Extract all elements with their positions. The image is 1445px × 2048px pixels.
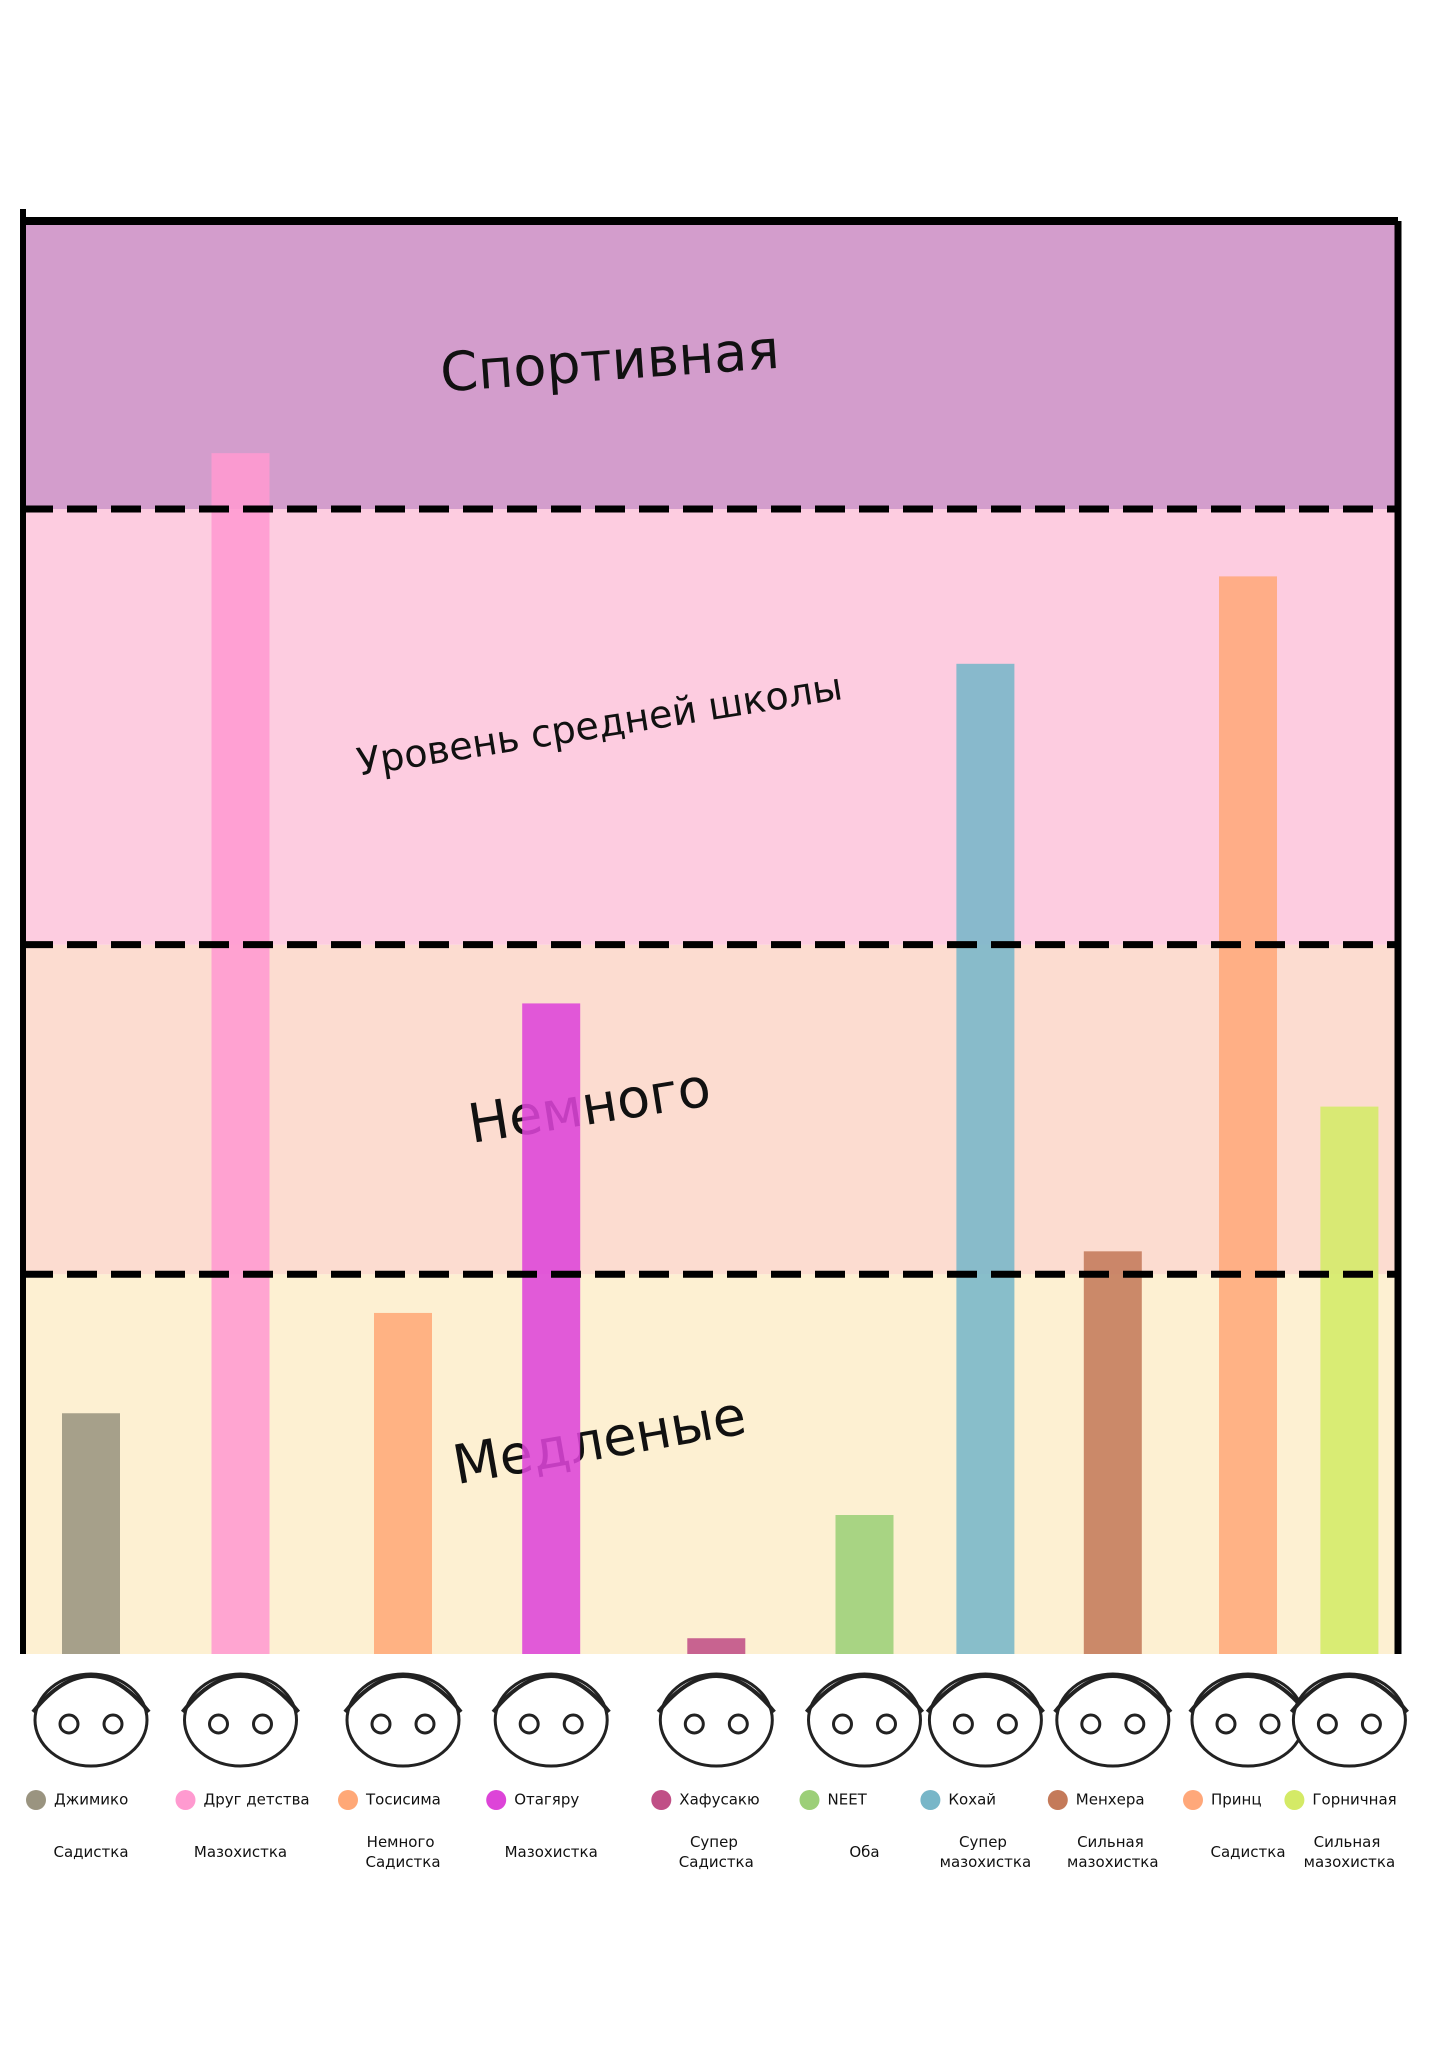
legend-name: Менхера bbox=[1076, 1791, 1145, 1809]
face-eye bbox=[58, 1713, 80, 1735]
legend-description: Мазохистка bbox=[194, 1843, 287, 1861]
legend-description: Оба bbox=[849, 1843, 879, 1861]
face-hair bbox=[31, 1674, 151, 1714]
face-icon bbox=[33, 1672, 149, 1768]
legend-name: Друг детства bbox=[204, 1791, 310, 1809]
bar bbox=[522, 1003, 581, 1654]
legend-dot bbox=[26, 1790, 46, 1810]
face-icon bbox=[1055, 1672, 1171, 1768]
face-icon bbox=[807, 1672, 922, 1768]
legend-dot bbox=[1183, 1790, 1203, 1810]
bar bbox=[687, 1638, 746, 1654]
face-eye bbox=[952, 1713, 974, 1735]
face-hair bbox=[804, 1674, 925, 1714]
face-eye bbox=[1124, 1713, 1146, 1735]
face-eye bbox=[683, 1713, 705, 1735]
face-icon bbox=[493, 1672, 609, 1768]
face-hair bbox=[343, 1674, 463, 1714]
face-eye bbox=[727, 1713, 749, 1735]
bar bbox=[211, 453, 270, 1654]
legend-name: Принц bbox=[1211, 1791, 1262, 1809]
face-eye bbox=[370, 1713, 392, 1735]
legend-name: Хафусакю bbox=[679, 1791, 759, 1809]
face-icon bbox=[183, 1672, 298, 1768]
legend-name: Джимико bbox=[54, 1791, 128, 1809]
legend-name: Отагяру bbox=[514, 1791, 579, 1809]
face-eye bbox=[518, 1713, 540, 1735]
face-hair bbox=[1188, 1674, 1308, 1714]
legend-dot bbox=[1047, 1790, 1068, 1810]
bar bbox=[62, 1413, 120, 1654]
face-hair bbox=[1053, 1674, 1173, 1714]
bar bbox=[1083, 1251, 1142, 1654]
face-eye bbox=[876, 1713, 897, 1735]
face-icon bbox=[1190, 1672, 1306, 1768]
legend-dot bbox=[486, 1790, 507, 1810]
face-eye bbox=[1259, 1713, 1281, 1735]
face-hair bbox=[491, 1674, 611, 1714]
bar bbox=[1219, 576, 1277, 1654]
face-icon bbox=[658, 1672, 774, 1768]
bar bbox=[1320, 1106, 1379, 1654]
legend-description: Мазохистка bbox=[505, 1843, 598, 1861]
legend-name: Тосисима bbox=[365, 1791, 441, 1809]
face-eye bbox=[1360, 1713, 1382, 1735]
legend-dot bbox=[338, 1790, 358, 1810]
face-hair bbox=[180, 1674, 301, 1714]
legend-dot bbox=[175, 1790, 196, 1810]
face-eye bbox=[102, 1713, 124, 1735]
legend-description: Садистка bbox=[53, 1843, 128, 1861]
face-eye bbox=[1215, 1713, 1237, 1735]
face-eye bbox=[1316, 1713, 1338, 1735]
face-hair bbox=[1289, 1674, 1409, 1714]
legend-description: Сильная мазохистка bbox=[1304, 1833, 1396, 1871]
face-eye bbox=[832, 1713, 853, 1735]
face-eye bbox=[1080, 1713, 1102, 1735]
face-eye bbox=[208, 1713, 229, 1735]
legend-description: Немного Садистка bbox=[365, 1833, 440, 1871]
legend-name: NEET bbox=[828, 1791, 868, 1809]
bar bbox=[374, 1312, 432, 1654]
face-eye bbox=[996, 1713, 1018, 1735]
legend-dot bbox=[799, 1790, 820, 1810]
legend-name: Горничная bbox=[1312, 1791, 1396, 1809]
face-eye bbox=[414, 1713, 436, 1735]
legend-dot bbox=[651, 1790, 672, 1810]
legend-name: Кохай bbox=[948, 1791, 996, 1809]
face-eye bbox=[562, 1713, 584, 1735]
legend-description: Супер Садистка bbox=[679, 1833, 754, 1871]
legend-dot bbox=[920, 1790, 941, 1810]
face-hair bbox=[656, 1674, 776, 1714]
legend-description: Сильная мазохистка bbox=[1067, 1833, 1159, 1871]
bar bbox=[956, 663, 1015, 1654]
face-icon bbox=[927, 1672, 1043, 1768]
face-hair bbox=[925, 1674, 1045, 1714]
face-eye bbox=[252, 1713, 273, 1735]
face-icon bbox=[1291, 1672, 1407, 1768]
legend-dot bbox=[1284, 1790, 1305, 1810]
bar bbox=[835, 1514, 894, 1654]
face-icon bbox=[345, 1672, 461, 1768]
legend-description: Садистка bbox=[1210, 1843, 1285, 1861]
legend-description: Супер мазохистка bbox=[940, 1833, 1032, 1871]
